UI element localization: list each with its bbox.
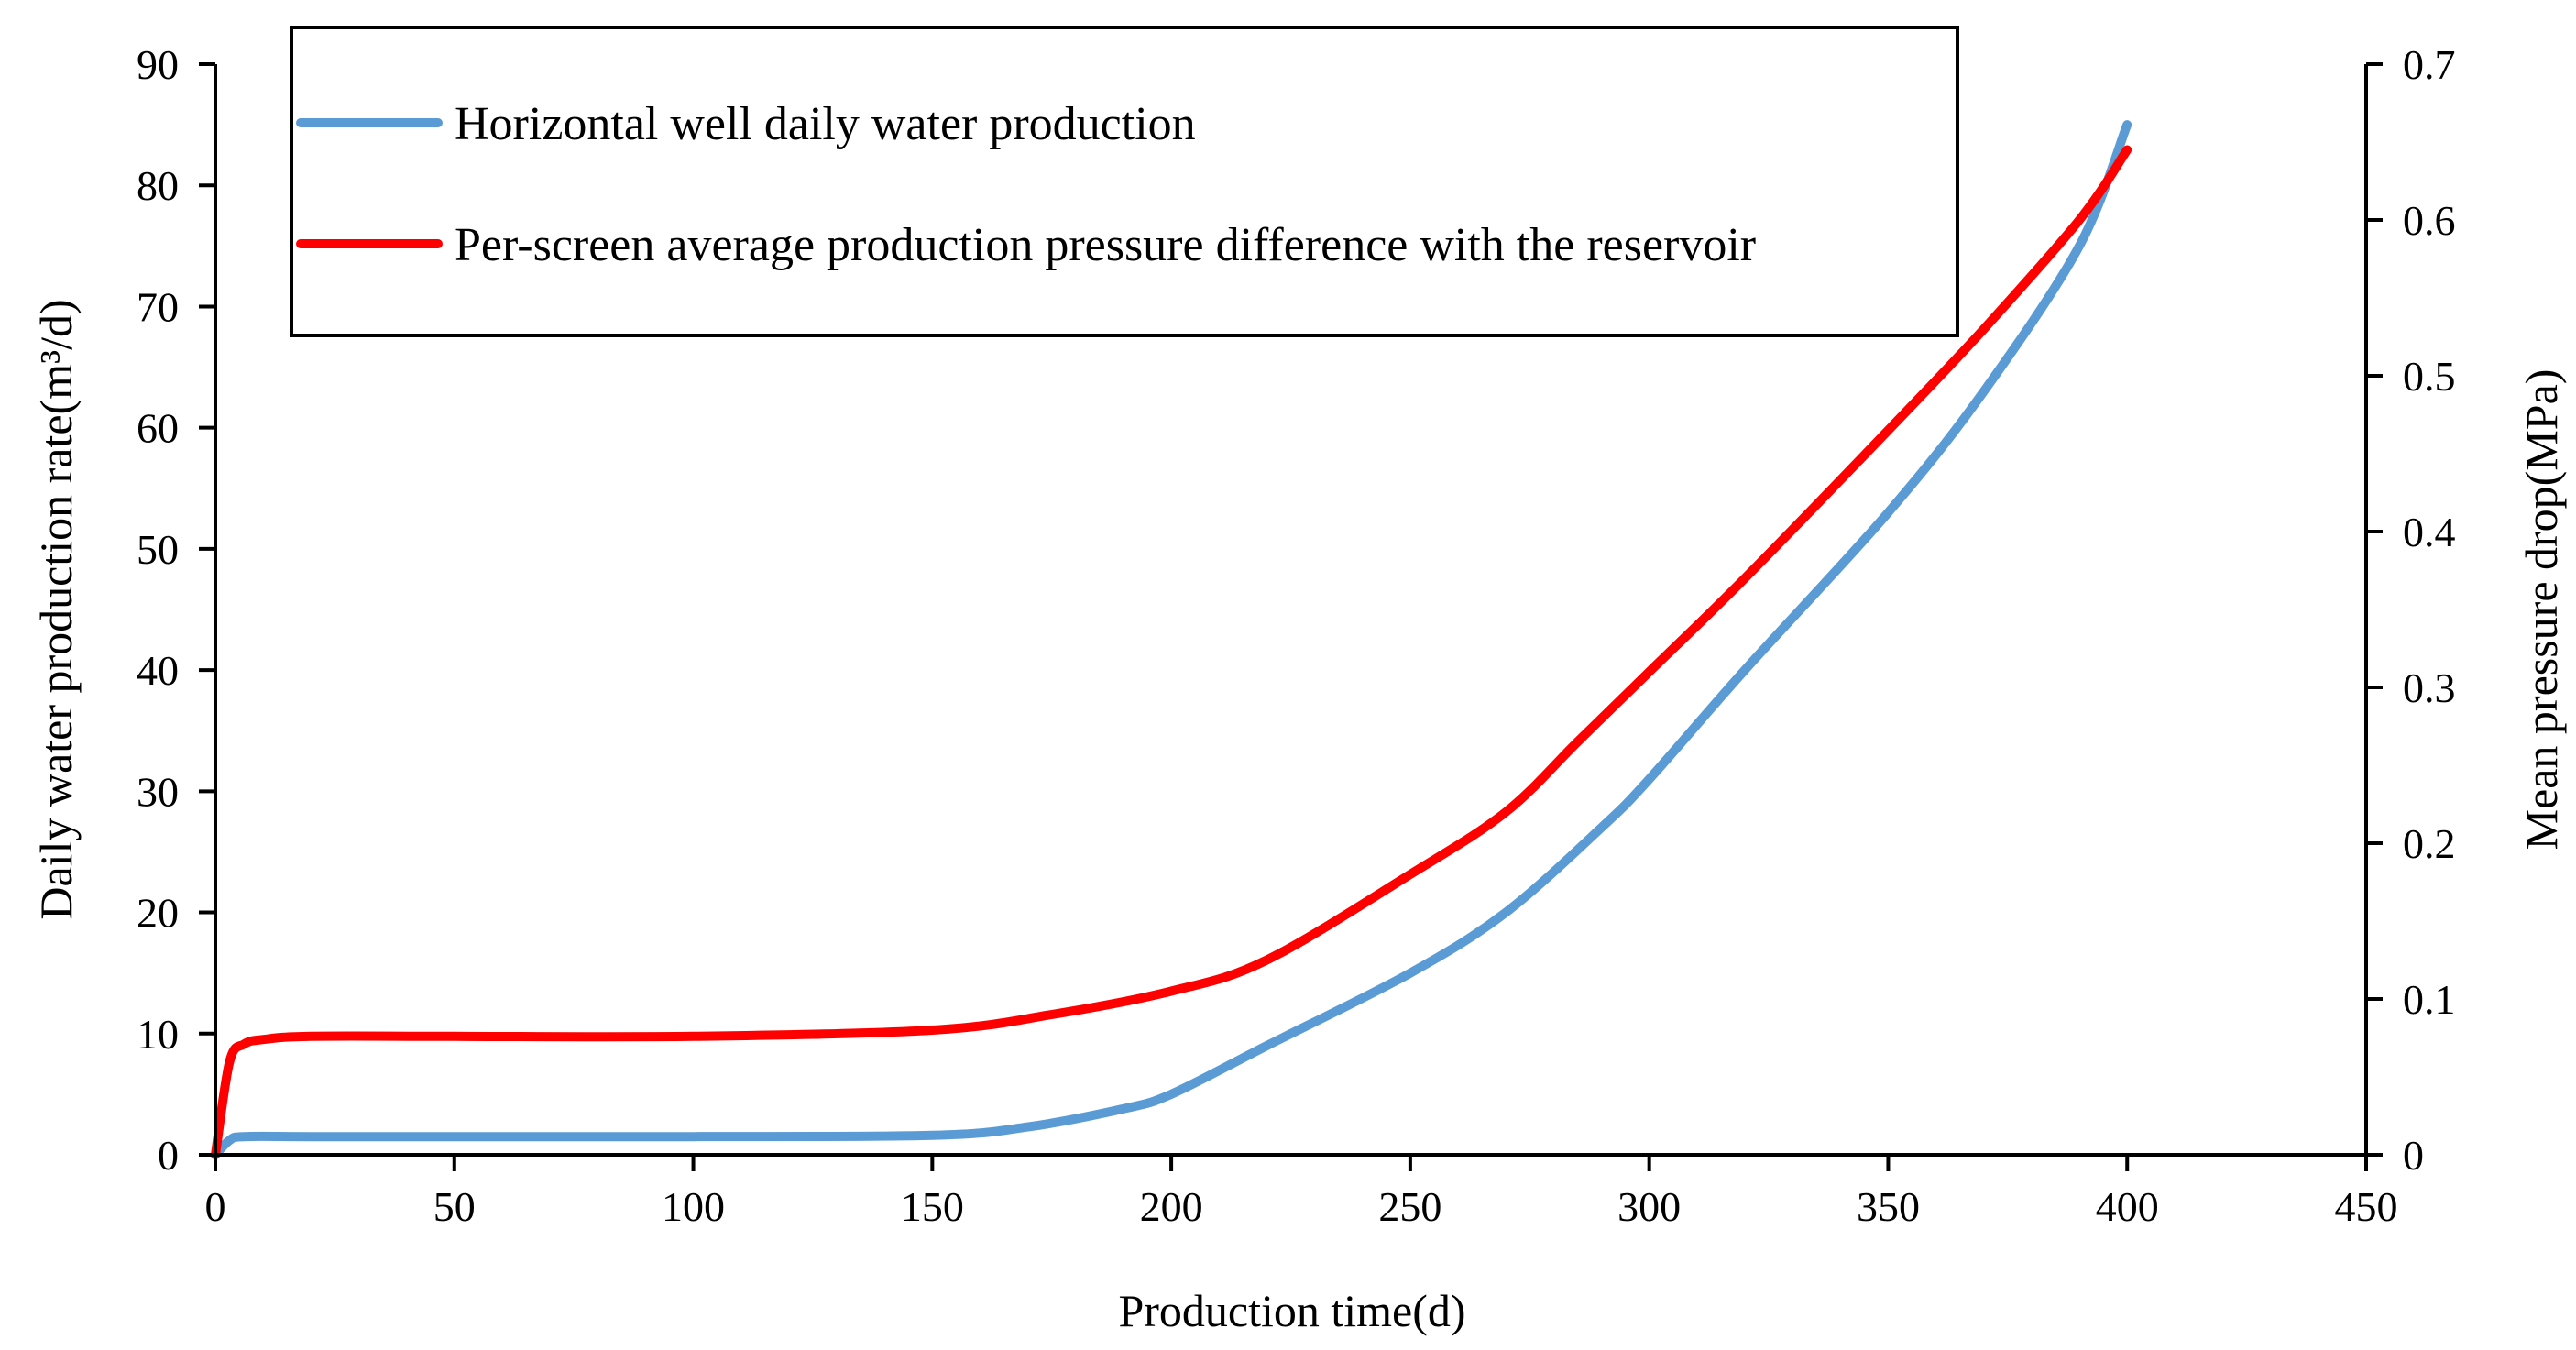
x-tick-label: 300 bbox=[1617, 1183, 1681, 1230]
x-tick-label: 200 bbox=[1140, 1183, 1203, 1230]
y-tick-label-left: 90 bbox=[137, 41, 179, 88]
series-line-pressure-drop bbox=[211, 145, 2132, 1159]
x-tick-label: 100 bbox=[662, 1183, 725, 1230]
y-tick-label-right: 0.5 bbox=[2403, 353, 2456, 400]
y-tick-label-right: 0 bbox=[2403, 1132, 2424, 1179]
y-tick-label-left: 0 bbox=[158, 1132, 179, 1179]
x-tick-label: 400 bbox=[2096, 1183, 2159, 1230]
x-tick-label: 350 bbox=[1857, 1183, 1920, 1230]
y-tick-label-left: 60 bbox=[137, 405, 179, 452]
legend-label-water: Horizontal well daily water production bbox=[455, 98, 1196, 150]
y-tick-label-right: 0.3 bbox=[2403, 664, 2456, 711]
series-layer bbox=[211, 120, 2132, 1159]
y-tick-label-right: 0.7 bbox=[2403, 41, 2456, 88]
y-tick-label-left: 40 bbox=[137, 647, 179, 694]
y-tick-label-left: 80 bbox=[137, 162, 179, 209]
y-axis-title-left: Daily water production rate(m³/d) bbox=[30, 299, 82, 919]
y-tick-label-left: 30 bbox=[137, 768, 179, 815]
tick-labels: 0 50 100 150 200 250 300 350 400 4500102030405060… bbox=[137, 41, 2456, 1230]
y-tick-label-left: 50 bbox=[137, 526, 179, 573]
series-line-water-production bbox=[211, 120, 2132, 1159]
x-tick-label: 50 bbox=[433, 1183, 476, 1230]
y-tick-label-right: 0.2 bbox=[2403, 820, 2456, 867]
x-tick-label: 450 bbox=[2335, 1183, 2398, 1230]
y-tick-label-left: 10 bbox=[137, 1011, 179, 1058]
y-tick-label-left: 20 bbox=[137, 890, 179, 937]
y-tick-label-right: 0.1 bbox=[2403, 976, 2456, 1023]
x-tick-label: 0 bbox=[205, 1183, 226, 1230]
legend: Horizontal well daily water production P… bbox=[290, 26, 1959, 337]
x-tick-label: 250 bbox=[1378, 1183, 1441, 1230]
y-tick-label-right: 0.6 bbox=[2403, 197, 2456, 244]
x-tick-label: 150 bbox=[901, 1183, 964, 1230]
legend-label-pressure: Per-screen average production pressure d… bbox=[455, 219, 1756, 271]
y-tick-label-right: 0.4 bbox=[2403, 509, 2456, 555]
y-tick-label-left: 70 bbox=[137, 283, 179, 330]
y-axis-title-right: Mean pressure drop(MPa) bbox=[2516, 369, 2567, 851]
axes-layer bbox=[199, 62, 2383, 1171]
x-axis-title: Production time(d) bbox=[1118, 1285, 1465, 1336]
legend-box bbox=[290, 26, 1959, 337]
